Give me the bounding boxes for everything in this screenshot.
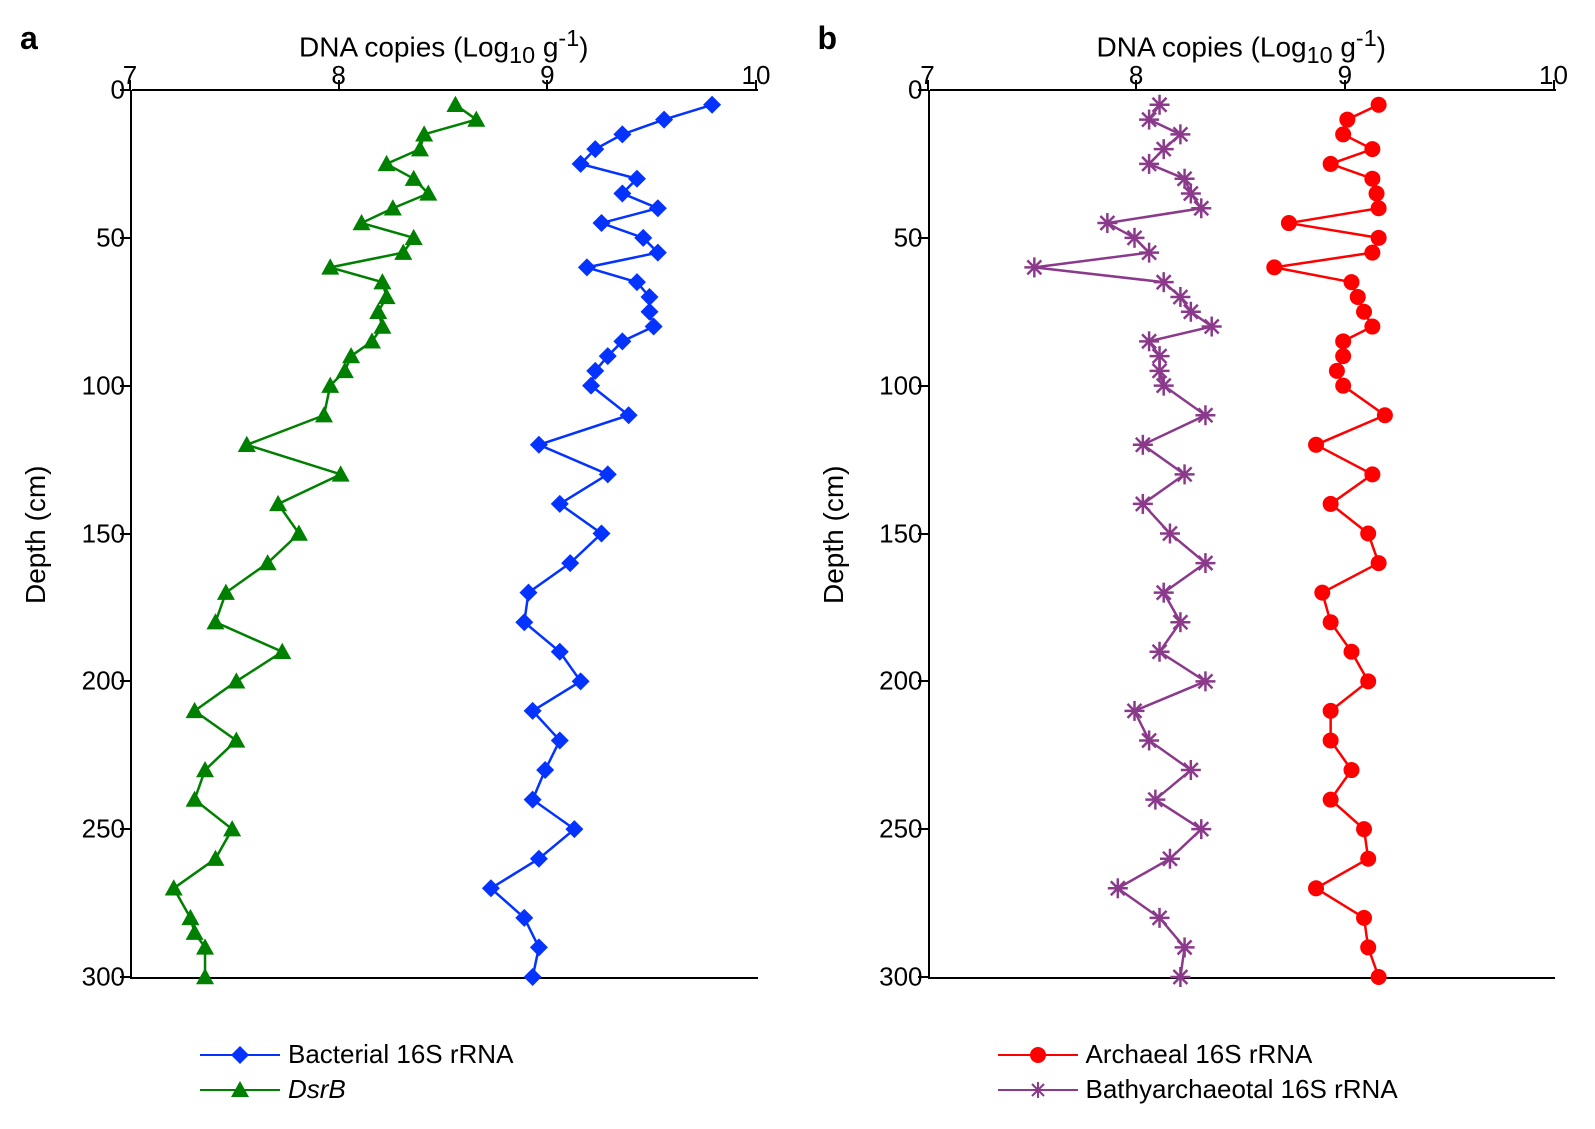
legend-bacterial: Bacterial 16S rRNA <box>200 1039 758 1070</box>
panel-b: b DNA copies (Log10 g-1) Depth (cm) Arch… <box>818 20 1576 1109</box>
panel-a-svg <box>132 90 758 977</box>
legend-dsrb-label: DsrB <box>288 1074 346 1105</box>
y-tick-label: 50 <box>878 222 923 253</box>
legend-bathy-label: Bathyarchaeotal 16S rRNA <box>1086 1074 1398 1105</box>
y-tick-label: 100 <box>878 370 923 401</box>
panel-b-plot-area <box>928 90 1556 979</box>
y-tick-label: 300 <box>878 962 923 993</box>
figure-container: a DNA copies (Log10 g-1) Depth (cm) Bact… <box>20 20 1575 1109</box>
y-tick-label: 100 <box>80 370 125 401</box>
panel-b-label: b <box>818 20 838 57</box>
x-tick-label: 10 <box>1539 60 1568 91</box>
legend-bacterial-marker <box>200 1043 280 1067</box>
y-tick-label: 150 <box>80 518 125 549</box>
legend-bathy: Bathyarchaeotal 16S rRNA <box>998 1074 1556 1105</box>
panel-a: a DNA copies (Log10 g-1) Depth (cm) Bact… <box>20 20 778 1109</box>
legend-bathy-marker <box>998 1078 1078 1102</box>
y-tick-label: 0 <box>80 75 125 106</box>
y-tick-label: 0 <box>878 75 923 106</box>
legend-dsrb-marker <box>200 1078 280 1102</box>
legend-archaeal: Archaeal 16S rRNA <box>998 1039 1556 1070</box>
panel-b-x-title: DNA copies (Log10 g-1) <box>928 25 1556 69</box>
y-tick-label: 50 <box>80 222 125 253</box>
panel-b-svg <box>930 90 1556 977</box>
x-tick-label: 9 <box>1338 60 1352 91</box>
legend-archaeal-label: Archaeal 16S rRNA <box>1086 1039 1313 1070</box>
legend-dsrb: DsrB <box>200 1074 758 1105</box>
panel-b-legend: Archaeal 16S rRNA Bathyarchaeotal 16S rR… <box>998 1039 1556 1109</box>
y-tick-label: 200 <box>80 666 125 697</box>
y-tick-label: 200 <box>878 666 923 697</box>
legend-bacterial-label: Bacterial 16S rRNA <box>288 1039 513 1070</box>
panel-a-plot-area <box>130 90 758 979</box>
panel-a-y-title: Depth (cm) <box>20 90 60 979</box>
panel-a-label: a <box>20 20 38 57</box>
panel-a-x-title: DNA copies (Log10 g-1) <box>130 25 758 69</box>
x-tick-label: 9 <box>540 60 554 91</box>
panel-b-y-title: Depth (cm) <box>818 90 858 979</box>
y-tick-label: 150 <box>878 518 923 549</box>
x-tick-label: 8 <box>331 60 345 91</box>
x-tick-label: 8 <box>1129 60 1143 91</box>
y-tick-label: 300 <box>80 962 125 993</box>
y-tick-label: 250 <box>878 814 923 845</box>
x-tick-label: 10 <box>742 60 771 91</box>
panel-a-legend: Bacterial 16S rRNA DsrB <box>200 1039 758 1109</box>
y-tick-label: 250 <box>80 814 125 845</box>
legend-archaeal-marker <box>998 1043 1078 1067</box>
